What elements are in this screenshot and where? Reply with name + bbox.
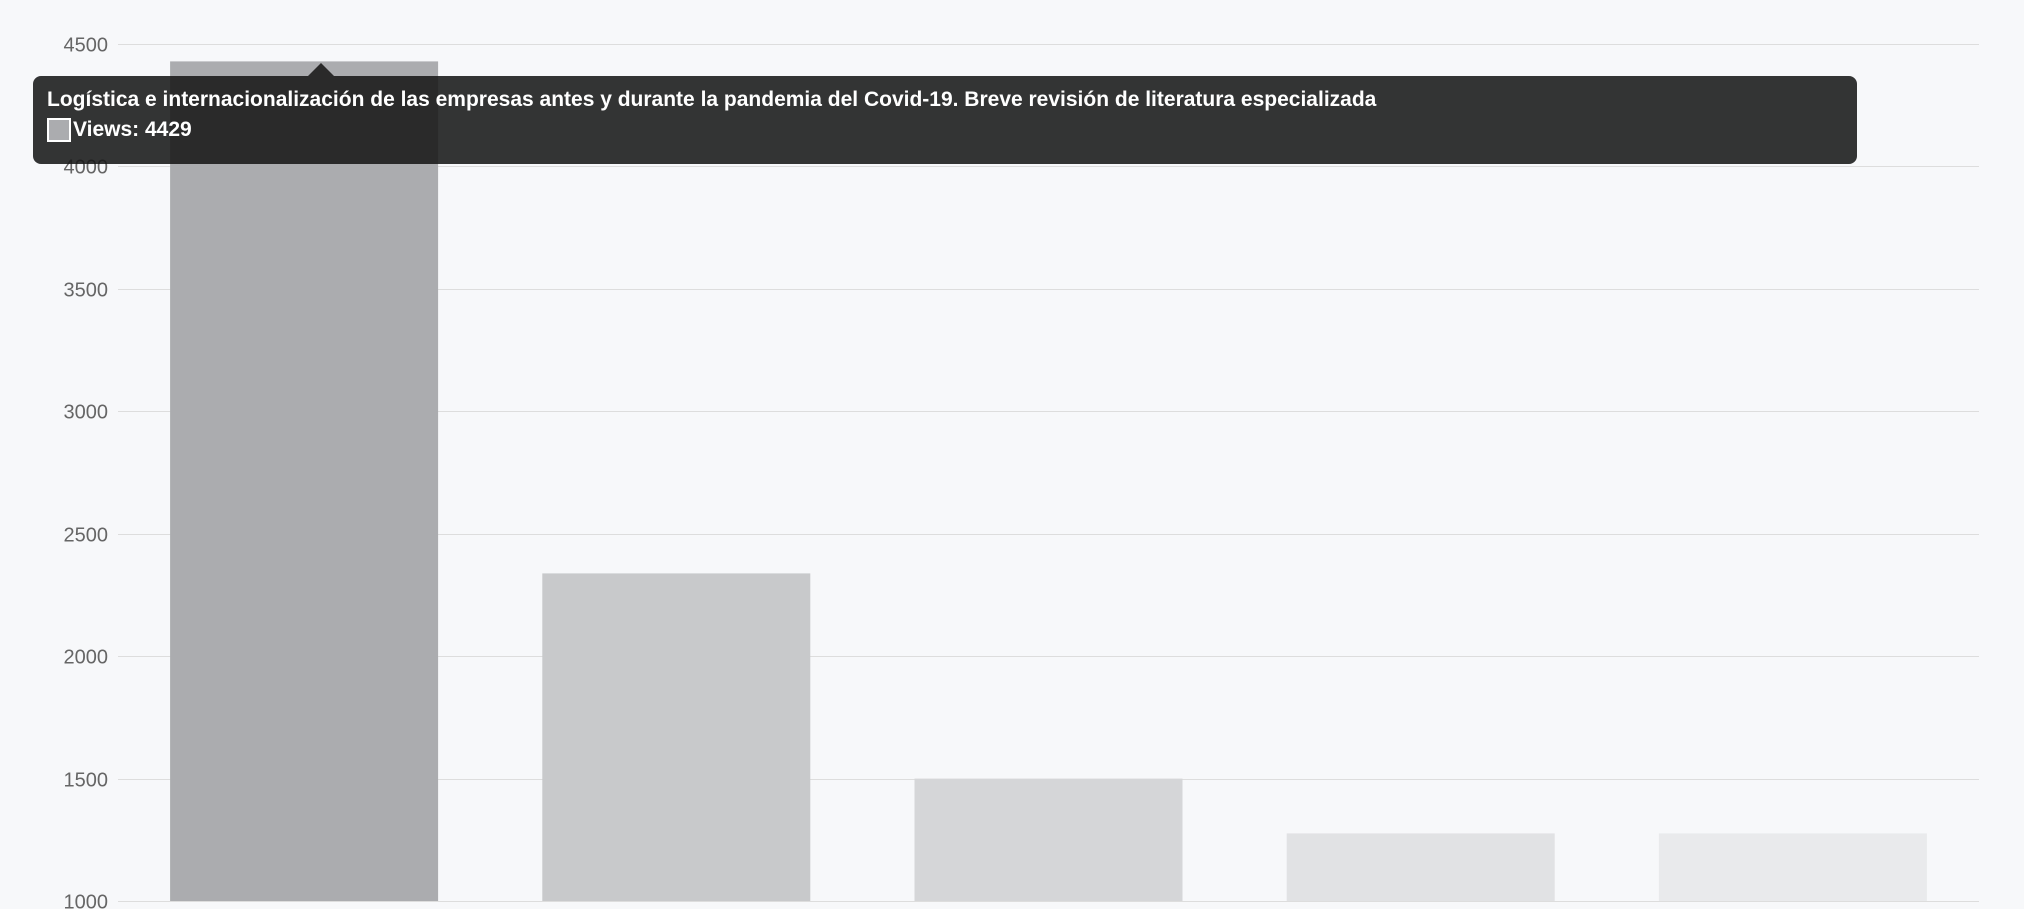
- bar[interactable]: [170, 61, 439, 901]
- tooltip-color-swatch: [47, 118, 71, 142]
- tooltip-title: Logística e internacionalización de las …: [47, 88, 1377, 111]
- bar[interactable]: [542, 573, 811, 901]
- y-tick-label: 1000: [64, 892, 109, 909]
- tooltip-body: Views: 4429: [47, 115, 1843, 145]
- y-tick-label: 1500: [64, 770, 109, 792]
- tooltip: Logística e internacionalización de las …: [33, 76, 1857, 164]
- bars: [170, 61, 1927, 901]
- y-tick-label: 4500: [64, 35, 109, 57]
- y-tick-label: 3000: [64, 402, 109, 424]
- bar[interactable]: [914, 778, 1183, 901]
- bar[interactable]: [1658, 833, 1927, 901]
- y-tick-label: 2000: [64, 647, 109, 669]
- tooltip-label: Views: 4429: [73, 118, 192, 141]
- y-tick-label: 3500: [64, 280, 109, 302]
- y-tick-label: 2500: [64, 525, 109, 547]
- tooltip-caret: [308, 63, 334, 76]
- bar[interactable]: [1286, 833, 1555, 901]
